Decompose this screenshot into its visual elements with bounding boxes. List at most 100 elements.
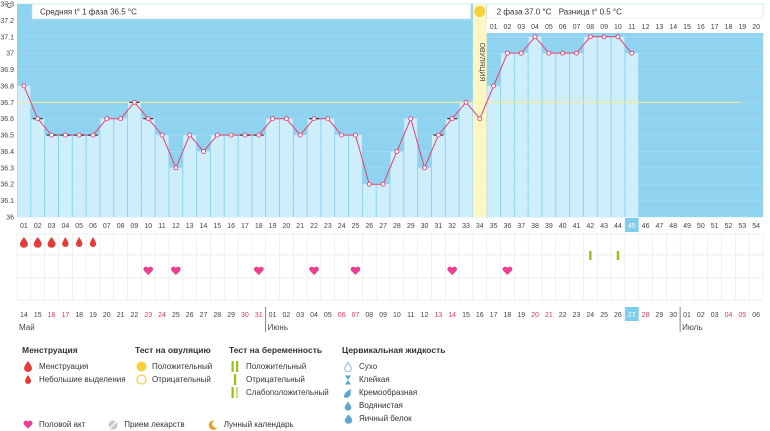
legend-item-lunar-calendar[interactable]: Лунный календарь [207, 418, 294, 431]
temperature-point [532, 34, 538, 40]
phase2-day-number: 18 [725, 24, 733, 31]
temperature-bar [141, 118, 155, 217]
temperature-point [270, 116, 276, 122]
temperature-bar [362, 184, 376, 217]
intercourse-heart-icon [447, 266, 457, 275]
temperature-bar [335, 135, 349, 217]
legend-item-ovulation-negative[interactable]: Отрицательный [135, 373, 212, 386]
calendar-date: 20 [531, 312, 539, 319]
temperature-bar [31, 118, 45, 217]
cycle-day-number: 05 [75, 223, 83, 230]
temperature-point [504, 50, 510, 56]
calendar-date: 19 [89, 312, 97, 319]
y-tick-label: 36.8 [0, 83, 14, 90]
cycle-day-number: 43 [600, 223, 608, 230]
temperature-point [477, 116, 483, 122]
temperature-point [615, 34, 621, 40]
phase2-day-number: 10 [614, 24, 622, 31]
pill-icon [107, 419, 119, 430]
temperature-point [214, 132, 220, 138]
temperature-point [297, 132, 303, 138]
legend-item-medication[interactable]: Прием лекарств [107, 418, 185, 431]
calendar-date: 15 [462, 312, 470, 319]
temperature-point [574, 50, 579, 56]
legend-item-label: Слабоположительный [246, 388, 329, 397]
calendar-date: 02 [282, 312, 290, 319]
cycle-day-number: 17 [241, 223, 249, 230]
calendar-date: 04 [310, 312, 318, 319]
phase2-day-number: 03 [517, 24, 525, 31]
small-drop-icon [22, 374, 34, 385]
temperature-point [283, 116, 289, 122]
legend-item-dry[interactable]: Сухо [342, 360, 445, 373]
cycle-day-number: 06 [89, 223, 97, 230]
temperature-bar [611, 36, 625, 218]
ovulation-sun-icon [474, 6, 486, 17]
temperature-bar [17, 85, 31, 217]
calendar-date: 08 [365, 312, 373, 319]
temperature-bar [197, 151, 210, 217]
cycle-day-number: 18 [255, 223, 263, 230]
temperature-point [62, 132, 68, 138]
legend-item-label: Сухо [359, 362, 378, 371]
legend-item-eggwhite[interactable]: Яичный белок [342, 412, 445, 425]
temperature-point [518, 50, 524, 56]
intercourse-heart-icon [143, 266, 154, 275]
phase2-numbers-row [486, 19, 763, 33]
temperature-bar [72, 135, 86, 217]
y-tick-label: 36.2 [0, 182, 14, 189]
menstruation-drop-icon [47, 237, 56, 248]
temperature-bar [100, 118, 114, 217]
legend-item-pregnancy-positive[interactable]: Положительный [229, 360, 329, 373]
calendar-date: 19 [517, 312, 525, 319]
bbt-chart: 37.3 37.2 37.1 37 36.9 36.8 36.7 36.6 36.5 36.4 36… [0, 2, 764, 332]
temperature-point [49, 132, 54, 138]
calendar-date: 01 [269, 312, 277, 319]
legend-item-intercourse[interactable]: Половой акт [22, 418, 85, 431]
legend-item-pregnancy-negative[interactable]: Отрицательный [229, 373, 329, 386]
phase2-day-number: 12 [642, 24, 650, 31]
temperature-point [76, 132, 82, 138]
temperature-point [546, 50, 552, 56]
temperature-bar [390, 151, 404, 217]
legend-item-watery[interactable]: Водянистая [342, 399, 445, 412]
legend-item-label: Клейкая [359, 375, 390, 384]
legend-item-pregnancy-faint[interactable]: Слабоположительный [229, 386, 329, 399]
menstruation-drop-icon [75, 237, 83, 248]
y-tick-label: 36.5 [0, 133, 14, 140]
cycle-day-number: 23 [324, 223, 332, 230]
calendar-date: 23 [573, 312, 581, 319]
legend-item-ovulation-positive[interactable]: Положительный [135, 360, 212, 373]
calendar-date: 14 [20, 312, 28, 319]
cycle-day-number: 48 [669, 223, 677, 230]
legend-item-label: Прием лекарств [124, 420, 185, 429]
temperature-bar [542, 53, 556, 218]
intercourse-heart-icon [253, 266, 264, 275]
legend-item-creamy[interactable]: Кремообразная [342, 386, 445, 399]
cycle-day-number: 08 [117, 223, 125, 230]
faint-line-icon [229, 387, 241, 398]
cycle-day-number: 32 [448, 223, 456, 230]
calendar-date: 30 [241, 312, 249, 319]
phase2-day-number: 01 [490, 24, 498, 31]
y-tick-label: 36.1 [0, 198, 14, 205]
legend-item-spotting[interactable]: Небольшие выделения [22, 373, 126, 386]
legend-item-label: Половой акт [39, 420, 86, 429]
cycle-day-number: 14 [200, 223, 208, 230]
legend-item-sticky[interactable]: Клейкая [342, 373, 445, 386]
cycle-day-number: 21 [296, 223, 304, 230]
cycle-day-number: 25 [352, 223, 360, 230]
temperature-bar [514, 53, 528, 218]
temperature-point [629, 50, 635, 56]
phase2-day-number: 19 [738, 24, 746, 31]
temperature-bar [321, 118, 335, 217]
legend-item-menstruation[interactable]: Менструация [22, 360, 126, 373]
calendar-date: 03 [711, 312, 719, 319]
phase2-day-number: 14 [669, 24, 677, 31]
y-tick-label: 37.3 [0, 2, 14, 9]
cycle-day-number: 11 [158, 223, 165, 230]
calendar-date: 27 [628, 312, 636, 319]
temperature-bar [86, 135, 100, 217]
calendar-date: 03 [296, 312, 304, 319]
temperature-bar [58, 135, 72, 217]
